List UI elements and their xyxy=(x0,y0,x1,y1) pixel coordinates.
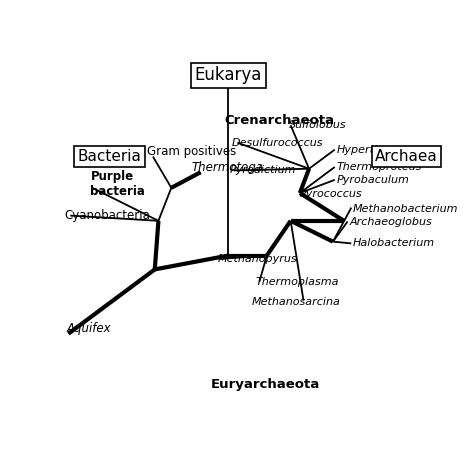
Text: Sulfolobus: Sulfolobus xyxy=(289,120,346,130)
Text: Euryarchaeota: Euryarchaeota xyxy=(210,378,319,391)
Text: Methanobacterium: Methanobacterium xyxy=(353,204,459,214)
Text: Archaeoglobus: Archaeoglobus xyxy=(349,216,432,226)
Text: Gram positives: Gram positives xyxy=(147,145,237,158)
Text: Pyrococcus: Pyrococcus xyxy=(300,189,363,199)
Text: Pyrodictium: Pyrodictium xyxy=(230,166,297,175)
Text: Bacteria: Bacteria xyxy=(78,149,142,164)
Text: Thermotoga: Thermotoga xyxy=(191,161,264,174)
Text: Archaea: Archaea xyxy=(375,149,438,164)
Text: Eukarya: Eukarya xyxy=(194,66,262,84)
Text: Desulfurococcus: Desulfurococcus xyxy=(232,138,323,147)
Text: Methanopyrus: Methanopyrus xyxy=(217,254,297,264)
Text: Crenarchaeota: Crenarchaeota xyxy=(225,114,335,127)
Text: Methanosarcina: Methanosarcina xyxy=(252,297,341,308)
Text: Purple
bacteria: Purple bacteria xyxy=(91,170,146,198)
Text: Cyanobacteria: Cyanobacteria xyxy=(65,209,151,222)
Text: Thermoproteus: Thermoproteus xyxy=(337,162,422,172)
Text: Hyperthemus: Hyperthemus xyxy=(337,145,412,155)
Text: Aquifex: Aquifex xyxy=(66,322,111,335)
Text: Pyrobaculum: Pyrobaculum xyxy=(337,175,410,185)
Text: Thermoplasma: Thermoplasma xyxy=(256,276,339,286)
Text: Halobacterium: Halobacterium xyxy=(353,239,435,249)
